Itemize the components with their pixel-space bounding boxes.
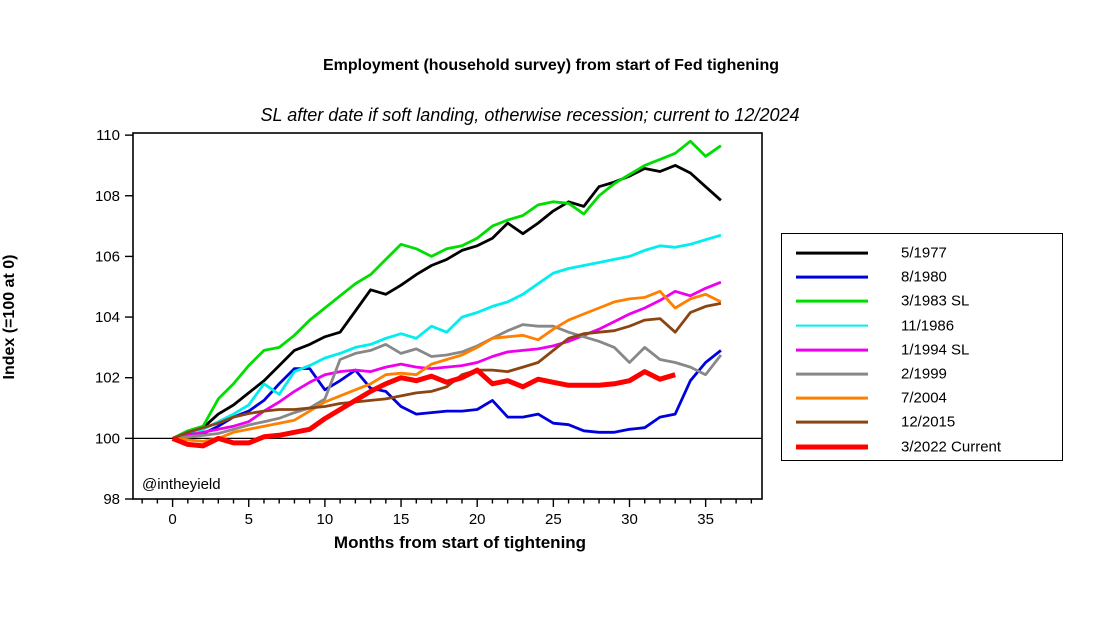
legend-label: 5/1977: [901, 244, 947, 262]
legend-label: 11/1986: [901, 317, 955, 335]
x-axis-title: Months from start of tightening: [333, 533, 587, 552]
series-line-3-1983-sl: [171, 139, 722, 440]
legend-item: 8/1980: [782, 265, 1062, 289]
legend-swatch-7-2004: [796, 396, 868, 400]
legend-swatch-5-1977: [796, 251, 868, 255]
legend-label: 7/2004: [901, 389, 947, 407]
y-tick-label: 98: [103, 491, 120, 508]
legend-label: 1/1994 SL: [901, 341, 970, 359]
legend-item: 3/2022 Current: [782, 435, 1062, 459]
y-tick-label: 106: [95, 248, 120, 265]
x-tick-label: 5: [245, 511, 253, 528]
legend-item: 11/1986: [782, 314, 1062, 338]
y-tick-label: 108: [95, 188, 120, 205]
x-tick-label: 35: [697, 511, 714, 528]
legend-label: 3/2022 Current: [901, 438, 1002, 456]
legend-item: 1/1994 SL: [782, 338, 1062, 362]
x-tick-label: 20: [469, 511, 486, 528]
legend-swatch-1-1994-sl: [796, 348, 868, 352]
legend-swatch-3-1983-sl: [796, 299, 868, 303]
legend-label: 8/1980: [901, 268, 947, 286]
series-line-7-2004: [172, 289, 722, 443]
legend-swatch-12-2015: [796, 420, 868, 424]
y-tick-label: 102: [95, 370, 120, 387]
watermark: @intheyield: [142, 476, 221, 493]
x-tick-label: 0: [168, 511, 176, 528]
y-tick-label: 104: [95, 309, 120, 326]
x-tick-label: 10: [317, 511, 334, 528]
legend-item: 5/1977: [782, 241, 1062, 265]
series-line-12-2015: [172, 302, 722, 440]
plot-frame: [132, 132, 763, 500]
chart-subtitle: SL after date if soft landing, otherwise…: [260, 105, 800, 125]
legend-swatch-11-1986: [796, 324, 868, 327]
legend: 5/1977 8/1980 3/1983 SL 11/1986 1/1994 SL 2/1…: [781, 233, 1063, 461]
series-line-2-1999: [172, 323, 723, 440]
x-tick-label: 25: [545, 511, 562, 528]
chart-title: Employment (household survey) from start…: [322, 57, 780, 74]
y-tick-label: 100: [95, 430, 120, 447]
legend-swatch-3-2022-current: [796, 444, 868, 450]
legend-label: 2/1999: [901, 365, 947, 383]
legend-label: 12/2015: [901, 413, 956, 431]
series-line-3-2022-current: [171, 367, 676, 449]
series-line-11-1986: [172, 233, 722, 440]
legend-label: 3/1983 SL: [901, 292, 970, 310]
x-tick-label: 15: [393, 511, 410, 528]
legend-item: 3/1983 SL: [782, 289, 1062, 313]
legend-swatch-8-1980: [796, 275, 868, 279]
series-line-8-1980: [172, 349, 722, 440]
legend-swatch-2-1999: [796, 372, 868, 376]
x-tick-label: 30: [621, 511, 638, 528]
legend-item: 7/2004: [782, 386, 1062, 410]
legend-item: 12/2015: [782, 410, 1062, 434]
y-tick-label: 110: [96, 127, 120, 144]
legend-item: 2/1999: [782, 362, 1062, 386]
